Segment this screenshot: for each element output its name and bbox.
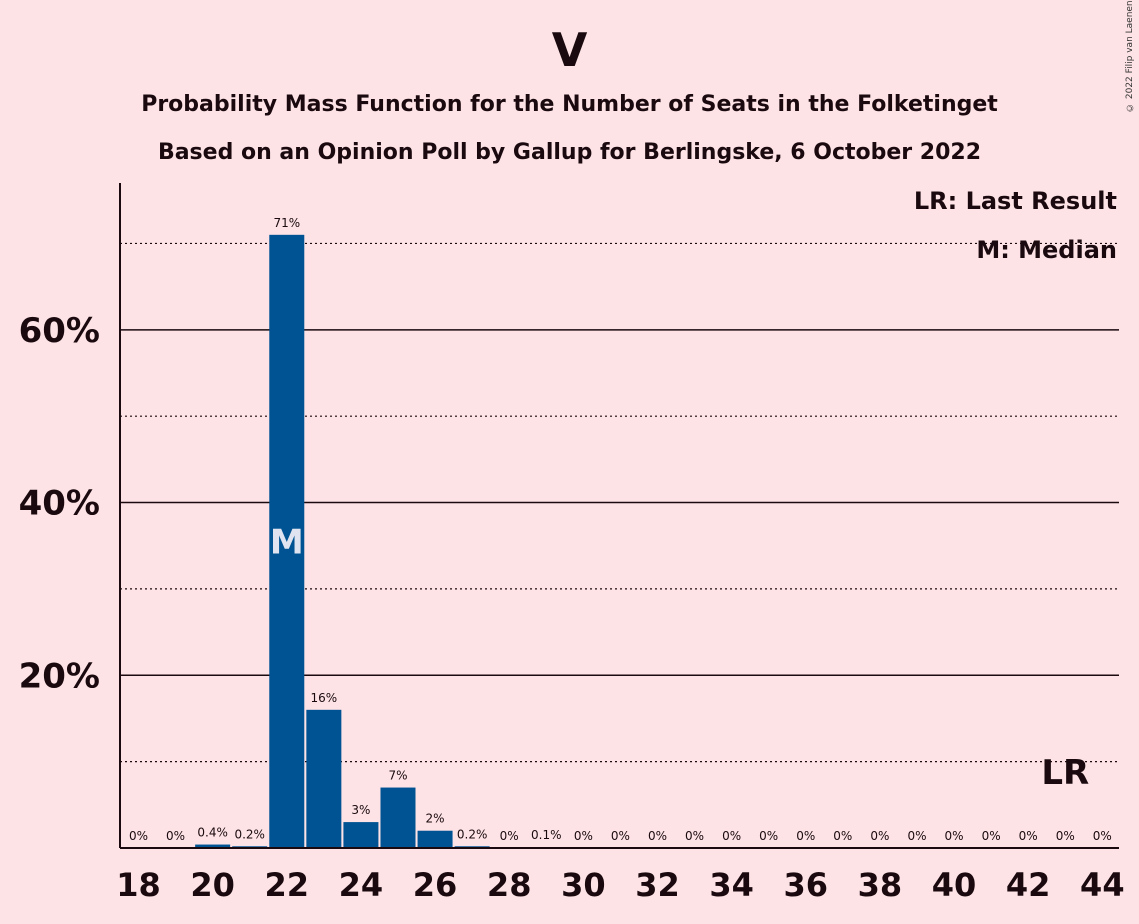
bar-label-seat-26: 2% [426,812,445,826]
bar-label-seat-21: 0.2% [234,827,265,841]
bar-label-seat-31: 0% [611,829,630,843]
bar-label-seat-35: 0% [759,829,778,843]
bar-label-seat-37: 0% [833,829,852,843]
x-tick-label-22: 22 [265,866,310,904]
bar-seat-23 [306,709,342,848]
x-tick-label-20: 20 [190,866,235,904]
bar-label-seat-29: 0.1% [531,828,562,842]
x-tick-label-40: 40 [932,866,977,904]
bar-label-seat-44: 0% [1093,829,1112,843]
chart-subtitle-line-1: Probability Mass Function for the Number… [141,92,998,117]
y-tick-label-60: 60% [19,311,100,351]
bar-label-seat-43: 0% [1056,829,1075,843]
bars [195,234,564,848]
y-tick-labels: 20% 40% 60% [19,311,100,696]
bar-label-seat-33: 0% [685,829,704,843]
bar-label-seat-23: 16% [311,691,338,705]
bar-label-seat-25: 7% [388,769,407,783]
chart-title: V [551,23,588,77]
markers: M LR [270,522,1089,793]
bar-seat-26 [417,830,453,848]
bar-label-seat-22: 71% [273,216,300,230]
axes [119,183,1119,849]
bar-label-seat-34: 0% [722,829,741,843]
bar-seat-22 [269,234,305,848]
last-result-marker: LR [1041,753,1089,793]
bar-label-seat-19: 0% [166,829,185,843]
bar-label-seat-32: 0% [648,829,667,843]
bar-seat-25 [380,787,416,848]
x-tick-label-28: 28 [487,866,532,904]
bar-label-seat-38: 0% [870,829,889,843]
bar-label-seat-42: 0% [1019,829,1038,843]
bar-label-seat-41: 0% [982,829,1001,843]
bar-label-seat-40: 0% [945,829,964,843]
bar-label-seat-30: 0% [574,829,593,843]
legend-last-result: LR: Last Result [914,187,1117,215]
bar-seat-24 [343,822,379,848]
bar-value-labels: 0% 0% 0.4% 0.2% 71% 16% 3% 7% 2% 0.2% 0% 0.1% 0% 0% 0%… [129,216,1112,843]
x-tick-label-24: 24 [339,866,384,904]
x-tick-label-36: 36 [783,866,828,904]
bar-label-seat-20: 0.4% [197,826,228,840]
legend: LR: Last Result M: Median [914,187,1117,264]
bar-label-seat-24: 3% [351,803,370,817]
chart-subtitle-line-2: Based on an Opinion Poll by Gallup for B… [157,140,982,165]
bar-label-seat-18: 0% [129,829,148,843]
y-tick-label-20: 20% [19,656,100,696]
x-tick-label-30: 30 [561,866,606,904]
x-tick-label-32: 32 [635,866,680,904]
bar-label-seat-28: 0% [500,829,519,843]
bar-label-seat-27: 0.2% [457,827,488,841]
bar-label-seat-39: 0% [907,829,926,843]
median-marker: M [270,522,304,562]
x-tick-label-34: 34 [709,866,754,904]
legend-median: M: Median [976,236,1117,264]
x-tick-label-18: 18 [116,866,161,904]
x-tick-labels: 18 20 22 24 26 28 30 32 34 36 38 40 42 44 [116,866,1124,904]
x-tick-label-44: 44 [1080,866,1125,904]
x-tick-label-42: 42 [1006,866,1051,904]
bar-label-seat-36: 0% [796,829,815,843]
x-tick-label-26: 26 [413,866,458,904]
y-tick-label-40: 40% [19,484,100,524]
x-tick-label-38: 38 [858,866,903,904]
bar-seat-20 [195,844,231,848]
